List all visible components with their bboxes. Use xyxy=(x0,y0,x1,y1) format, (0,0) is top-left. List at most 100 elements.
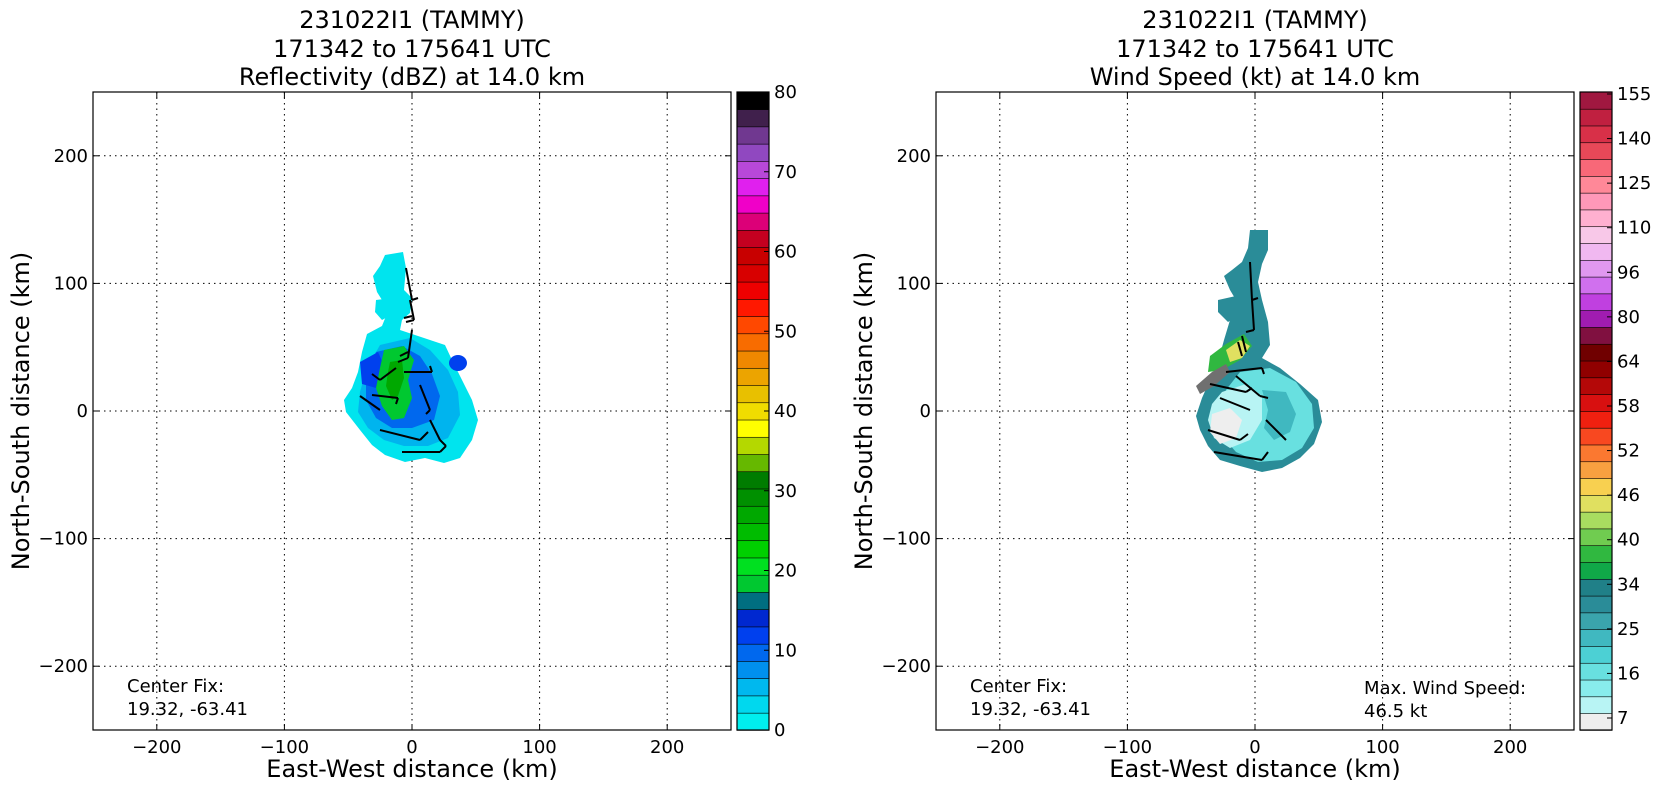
wind-speed-field xyxy=(1196,230,1322,472)
colorbar-segment xyxy=(736,660,770,679)
x-tick-label: 200 xyxy=(1493,737,1527,758)
y-tick-label: 200 xyxy=(897,146,931,167)
colorbar-segment xyxy=(736,471,770,490)
colorbar-segment xyxy=(736,574,770,593)
colorbar-segment xyxy=(1579,444,1613,463)
colorbar-segment xyxy=(736,333,770,352)
colorbar-segment xyxy=(1579,494,1613,513)
colorbar-segment xyxy=(736,264,770,283)
colorbar-segment xyxy=(736,712,770,731)
y-tick-label: 0 xyxy=(920,401,931,422)
colorbar-tick-label: 0 xyxy=(774,720,785,741)
colorbar-segment xyxy=(1579,511,1613,530)
center-fix-label: Center Fix: xyxy=(127,676,224,697)
axis-ticks: −200 −100 0 100 200 −200 −100 0 100 200 xyxy=(882,92,1574,758)
center-fix-value: 19.32, -63.41 xyxy=(127,699,248,720)
colorbar-segment xyxy=(1579,343,1613,362)
colorbar-segment xyxy=(1579,461,1613,479)
title-line-1: 231022I1 (TAMMY) xyxy=(1142,6,1368,34)
title-line-2: 171342 to 175641 UTC xyxy=(1116,35,1394,63)
x-tick-label: 200 xyxy=(650,737,684,758)
x-tick-label: −200 xyxy=(975,737,1024,758)
title-line-1: 231022I1 (TAMMY) xyxy=(299,6,525,34)
colorbar-segment xyxy=(1579,276,1613,295)
colorbar-segment xyxy=(1579,259,1613,278)
wind-mid-teal xyxy=(1262,390,1296,440)
colorbar-segment xyxy=(1579,192,1613,211)
x-tick-label: −100 xyxy=(260,737,309,758)
echo-fragment-north xyxy=(375,298,393,320)
colorbar-tick-label: 70 xyxy=(774,162,797,183)
colorbar-tick-label: 52 xyxy=(1617,441,1640,462)
colorbar-tick-label: 20 xyxy=(774,561,797,582)
colorbar-segment xyxy=(736,626,770,645)
colorbar-segment xyxy=(736,195,770,214)
colorbar-segment xyxy=(736,643,770,662)
reflectivity-panel: 231022I1 (TAMMY) 171342 to 175641 UTC Re… xyxy=(7,6,797,783)
colorbar-segment xyxy=(1579,427,1613,446)
colorbar-segment xyxy=(1579,142,1613,160)
colorbar-segment xyxy=(1579,612,1613,630)
y-tick-label: −200 xyxy=(39,656,88,677)
x-tick-label: −100 xyxy=(1103,737,1152,758)
colorbar-segment xyxy=(1579,662,1613,681)
colorbar-tick-label: 50 xyxy=(774,321,797,342)
colorbar-tick-label: 96 xyxy=(1617,262,1640,283)
colorbar-segment xyxy=(1579,410,1613,429)
colorbar-segment xyxy=(1579,578,1613,597)
colorbar-segment xyxy=(736,246,770,266)
center-fix-value: 19.32, -63.41 xyxy=(970,699,1091,720)
title-line-3: Reflectivity (dBZ) at 14.0 km xyxy=(239,63,585,91)
colorbar-segment xyxy=(1579,628,1613,647)
colorbar-segment xyxy=(1579,209,1613,228)
colorbar-segment xyxy=(1579,360,1613,379)
colorbar-segment xyxy=(1579,158,1613,177)
colorbar-tick-label: 46 xyxy=(1617,485,1640,506)
reflectivity-echo xyxy=(344,252,478,463)
colorbar-tick-label: 125 xyxy=(1617,173,1651,194)
y-tick-label: −100 xyxy=(882,529,931,550)
colorbar-segment xyxy=(1579,528,1613,547)
colorbar-segment xyxy=(736,350,770,369)
wind-lobe-west xyxy=(1218,296,1238,322)
colorbar-frame xyxy=(1579,91,1613,731)
colorbar-segment xyxy=(1579,679,1613,698)
colorbar-tick-label: 80 xyxy=(774,82,797,103)
y-axis-label: North-South distance (km) xyxy=(850,252,878,571)
colorbar-segment xyxy=(1579,477,1613,496)
colorbar-tick-label: 25 xyxy=(1617,619,1640,640)
colorbar-tick-label: 34 xyxy=(1617,574,1640,595)
colorbar-segment xyxy=(1579,645,1613,664)
colorbar-tick-label: 40 xyxy=(1617,530,1640,551)
colorbar-segment xyxy=(736,367,770,386)
colorbar-segment xyxy=(736,108,770,128)
colorbar-segment xyxy=(1579,393,1613,412)
colorbar-segment xyxy=(1579,545,1613,563)
reflectivity-colorbar: 0 10 20 30 40 50 60 70 80 xyxy=(736,82,797,741)
colorbar-segment xyxy=(736,384,770,404)
title-line-3: Wind Speed (kt) at 14.0 km xyxy=(1090,63,1421,91)
colorbar-segment xyxy=(1579,175,1613,194)
colorbar-tick-label: 140 xyxy=(1617,129,1651,150)
x-axis-label: East-West distance (km) xyxy=(266,755,557,783)
colorbar-segment xyxy=(1579,696,1613,714)
y-tick-label: 0 xyxy=(77,401,88,422)
colorbar-segment xyxy=(736,91,770,110)
colorbar-tick-label: 30 xyxy=(774,481,797,502)
colorbar-tick-label: 64 xyxy=(1617,351,1640,372)
wind-barbs xyxy=(1207,261,1287,461)
colorbar-segment xyxy=(736,143,770,162)
colorbar-segment xyxy=(736,281,770,300)
max-wind-value: 46.5 kt xyxy=(1364,701,1427,722)
colorbar-segment xyxy=(736,522,770,542)
x-tick-label: 0 xyxy=(1249,737,1260,758)
center-fix-label: Center Fix: xyxy=(970,676,1067,697)
colorbar-segment xyxy=(1579,293,1613,311)
colorbar-segment xyxy=(1579,561,1613,580)
echo-isolated-cell xyxy=(449,355,467,371)
colorbar-segment xyxy=(1579,326,1613,345)
colorbar-tick-label: 80 xyxy=(1617,307,1640,328)
colorbar-segment xyxy=(1579,242,1613,261)
colorbar-segment xyxy=(736,695,770,714)
colorbar-segment xyxy=(736,608,770,628)
